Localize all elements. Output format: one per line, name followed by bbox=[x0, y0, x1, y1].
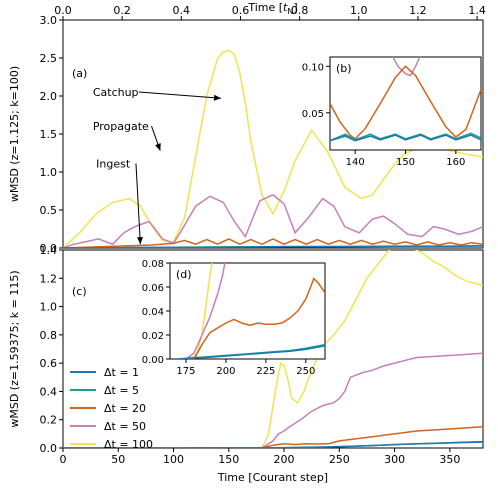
inset-b-y-tick-label: 0.10 bbox=[302, 62, 324, 73]
top-y-tick-label: 2.0 bbox=[40, 90, 58, 103]
inset-b-x-tick-label: 160 bbox=[446, 157, 465, 168]
legend-label-dt20: Δt = 20 bbox=[104, 402, 146, 415]
annotation-arrow-head bbox=[213, 94, 222, 101]
bottom-x-tick-label: 250 bbox=[329, 453, 350, 466]
annotation-arrow-head bbox=[155, 143, 161, 151]
inset-d-x-tick-label: 225 bbox=[256, 366, 275, 377]
legend-label-dt5: Δt = 5 bbox=[104, 384, 139, 397]
inset-d-x-tick-label: 175 bbox=[176, 366, 195, 377]
series-line-dt20 bbox=[63, 238, 483, 248]
inset-d-y-tick-label: 0.06 bbox=[142, 283, 164, 294]
series-line-dt1 bbox=[63, 245, 483, 248]
inset-d: 0.00 0.02 0.04 0.06 0.08 175 200 225 250 (d) bbox=[142, 259, 326, 377]
inset-d-y-tick-label: 0.08 bbox=[142, 259, 164, 270]
bottom-y-axis-label: wMSD (z=1.59375; k = 115) bbox=[8, 270, 21, 427]
inset-d-x-tick-label: 250 bbox=[296, 366, 315, 377]
top-y-tick-label: 0.5 bbox=[40, 204, 58, 217]
inset-b-y-tick-label: 0.05 bbox=[302, 109, 324, 120]
inset-d-frame bbox=[169, 262, 326, 360]
series-line-dt50 bbox=[63, 193, 483, 248]
bottom-panel: 0.0 0.2 0.4 0.6 0.8 1.0 1.2 1.4 0 50 100 150 200 250… bbox=[8, 244, 484, 484]
series-line-dt5 bbox=[330, 132, 481, 142]
bottom-x-axis-label: Time [Courant step] bbox=[217, 471, 328, 484]
series-line-dt20 bbox=[63, 426, 483, 448]
top-time-tick-label: 0.4 bbox=[173, 4, 191, 17]
top-time-tick-label: 0.8 bbox=[291, 4, 309, 17]
bottom-y-tick-label: 1.2 bbox=[40, 272, 58, 285]
top-time-axis-label: Time [tN] bbox=[247, 1, 297, 16]
series-line-dt1 bbox=[63, 441, 483, 448]
annotation-arrow-line bbox=[138, 91, 222, 99]
legend: Δt = 1 Δt = 5 Δt = 20 Δt = 50 Δt = 100 bbox=[70, 366, 153, 451]
bottom-y-tick-label: 0.2 bbox=[40, 414, 58, 427]
top-time-tick-label: 0.6 bbox=[232, 4, 250, 17]
bottom-y-tick-label: 0.4 bbox=[40, 385, 58, 398]
annotation-arrow-head bbox=[136, 237, 143, 245]
bottom-x-tick-label: 350 bbox=[439, 453, 460, 466]
series-line-dt20 bbox=[178, 277, 325, 359]
top-y-tick-label: 3.0 bbox=[40, 14, 58, 27]
inset-d-ticks: 0.00 0.02 0.04 0.06 0.08 175 200 225 250 bbox=[142, 259, 316, 377]
top-y-tick-label: 1.5 bbox=[40, 128, 58, 141]
annotation-arrow-line bbox=[135, 163, 141, 245]
top-y-tick-label: 2.5 bbox=[40, 52, 58, 65]
bottom-x-tick-label: 300 bbox=[384, 453, 405, 466]
series-line-dt1 bbox=[330, 134, 481, 142]
bottom-x-tick-label: 50 bbox=[111, 453, 125, 466]
annotation-label: Catchup bbox=[93, 86, 139, 99]
bottom-y-tick-label: 1.4 bbox=[40, 244, 58, 257]
top-y-ticks: 0.0 0.5 1.0 1.5 2.0 2.5 3.0 bbox=[40, 14, 63, 255]
annotation-label: Propagate bbox=[93, 120, 149, 133]
top-y-tick-label: 1.0 bbox=[40, 166, 58, 179]
top-time-tick-label: 1.2 bbox=[409, 4, 427, 17]
panel-label-d: (d) bbox=[176, 268, 192, 281]
inset-d-y-tick-label: 0.02 bbox=[142, 331, 164, 342]
bottom-y-tick-label: 1.0 bbox=[40, 301, 58, 314]
inset-b-ticks: 0.05 0.10 140 150 160 bbox=[302, 62, 466, 168]
top-time-ticks: 0.0 0.2 0.4 0.6 0.8 1.0 1.2 1.4 bbox=[54, 4, 486, 20]
top-y-tick-label: 0.0 bbox=[40, 242, 58, 255]
panel-label-b: (b) bbox=[336, 62, 352, 75]
bottom-y-ticks: 0.0 0.2 0.4 0.6 0.8 1.0 1.2 1.4 bbox=[40, 244, 63, 455]
top-panel: 0.0 0.5 1.0 1.5 2.0 2.5 3.0 0.0 0.2 0.4 0.6 0.8 1.0… bbox=[8, 1, 486, 255]
top-time-tick-label: 0.0 bbox=[54, 4, 72, 17]
bottom-y-tick-label: 0.6 bbox=[40, 357, 58, 370]
bottom-x-ticks: 0 50 100 150 200 250 300 350 bbox=[60, 448, 460, 466]
top-y-axis-label: wMSD (z=1.125; k=100) bbox=[8, 66, 21, 202]
bottom-x-tick-label: 0 bbox=[60, 453, 67, 466]
inset-d-y-tick-label: 0.04 bbox=[142, 307, 164, 318]
series-line-dt1 bbox=[177, 345, 325, 359]
bottom-series-group bbox=[63, 250, 483, 448]
bottom-x-tick-label: 200 bbox=[274, 453, 295, 466]
bottom-y-tick-label: 0.0 bbox=[40, 442, 58, 455]
legend-label-dt1: Δt = 1 bbox=[104, 366, 139, 379]
top-annotations: Catchup Propagate Ingest bbox=[93, 86, 222, 245]
series-line-dt50 bbox=[392, 57, 421, 77]
legend-label-dt50: Δt = 50 bbox=[104, 420, 146, 433]
legend-label-dt100: Δt = 100 bbox=[104, 438, 153, 451]
inset-b-series-group bbox=[330, 57, 481, 142]
series-line-dt100 bbox=[63, 250, 483, 448]
inset-b-x-tick-label: 140 bbox=[346, 157, 365, 168]
panel-label-c: (c) bbox=[72, 285, 87, 298]
panel-label-a: (a) bbox=[72, 67, 87, 80]
top-time-tick-label: 0.2 bbox=[113, 4, 131, 17]
inset-d-x-tick-label: 200 bbox=[216, 366, 235, 377]
top-time-tick-label: 1.0 bbox=[350, 4, 368, 17]
series-line-dt50 bbox=[63, 352, 483, 448]
annotation-label: Ingest bbox=[96, 157, 131, 170]
inset-d-series-group bbox=[177, 263, 325, 359]
series-line-dt50 bbox=[185, 263, 226, 359]
bottom-x-tick-label: 100 bbox=[163, 453, 184, 466]
series-line-dt20 bbox=[330, 65, 481, 140]
inset-d-y-tick-label: 0.00 bbox=[142, 355, 164, 366]
top-time-tick-label: 1.4 bbox=[468, 4, 486, 17]
top-series-group bbox=[63, 49, 483, 248]
inset-b: 0.05 0.10 140 150 160 (b) bbox=[302, 56, 482, 168]
bottom-y-tick-label: 0.8 bbox=[40, 329, 58, 342]
bottom-x-tick-label: 150 bbox=[218, 453, 239, 466]
inset-b-x-tick-label: 150 bbox=[396, 157, 415, 168]
